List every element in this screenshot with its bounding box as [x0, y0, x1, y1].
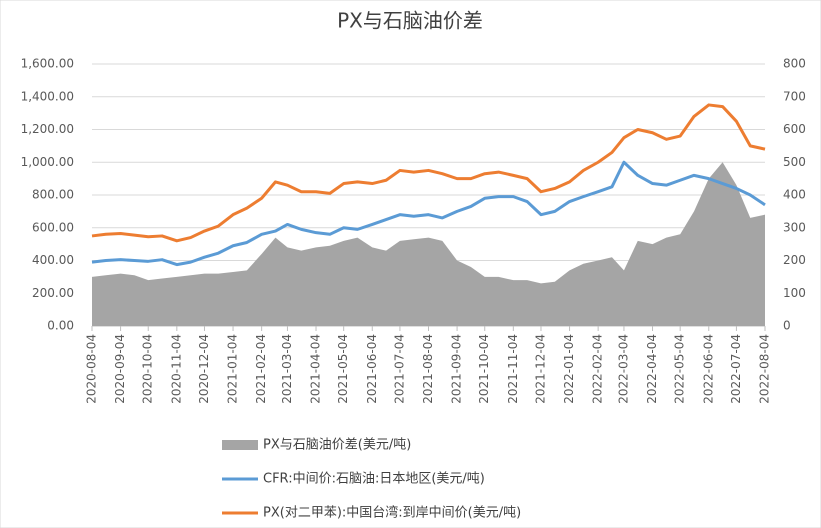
y-tick-label: 800.00 — [32, 188, 74, 202]
x-tick-label: 2022-01-04 — [562, 334, 576, 404]
y2-tick-label: 200 — [783, 253, 806, 267]
x-tick-label: 2021-09-04 — [450, 334, 464, 404]
x-tick-label: 2021-05-04 — [336, 334, 350, 404]
x-tick-label: 2021-11-04 — [506, 334, 520, 404]
x-tick-label: 2021-10-04 — [477, 334, 491, 404]
legend-label: PX与石脑油价差(美元/吨) — [263, 438, 411, 453]
x-tick-label: 2021-12-04 — [533, 334, 547, 404]
x-tick-label: 2022-04-04 — [645, 334, 659, 404]
line — [91, 103, 766, 243]
x-tick-label: 2021-06-04 — [365, 334, 379, 404]
x-tick-label: 2020-08-04 — [85, 334, 99, 404]
y2-tick-label: 0 — [783, 319, 791, 333]
y2-tick-label: 800 — [783, 57, 806, 71]
y2-tick-label: 400 — [783, 188, 806, 202]
x-tick-label: 2022-05-04 — [673, 334, 687, 404]
x-tick-label: 2021-04-04 — [309, 334, 323, 404]
y2-tick-label: 500 — [783, 155, 806, 169]
area — [92, 162, 765, 326]
x-tick-label: 2022-02-04 — [591, 334, 605, 404]
legend-label: PX(对二甲苯):中国台湾:到岸中间价(美元/吨) — [263, 505, 521, 521]
line — [91, 160, 766, 267]
x-tick-label: 2021-02-04 — [254, 334, 268, 404]
x-tick-label: 2022-07-04 — [729, 334, 743, 404]
y-tick-label: 0.00 — [47, 319, 74, 333]
x-tick-label: 2020-09-04 — [113, 334, 127, 404]
x-tick-label: 2021-01-04 — [226, 334, 240, 404]
x-tick-label: 2021-07-04 — [392, 334, 406, 404]
y2-tick-label: 100 — [783, 286, 806, 300]
y-tick-label: 1,000.00 — [21, 155, 74, 169]
x-tick-label: 2022-03-04 — [616, 334, 630, 404]
y2-tick-label: 600 — [783, 122, 806, 136]
x-tick-label: 2021-08-04 — [421, 334, 435, 404]
x-tick-label: 2020-11-04 — [169, 334, 183, 404]
y-tick-label: 1,600.00 — [21, 57, 74, 71]
x-tick-label: 2022-08-04 — [758, 334, 772, 404]
y-tick-label: 200.00 — [32, 286, 74, 300]
legend-label: CFR:中间价:石脑油:日本地区(美元/吨) — [263, 472, 485, 487]
y2-tick-label: 300 — [783, 220, 806, 234]
y-tick-label: 600.00 — [32, 220, 74, 234]
y-tick-label: 400.00 — [32, 253, 74, 267]
x-tick-label: 2022-06-04 — [701, 334, 715, 404]
x-tick-label: 2020-10-04 — [141, 334, 155, 404]
chart-title: PX与石脑油价差 — [337, 9, 483, 33]
x-tick-label: 2021-03-04 — [280, 334, 294, 404]
y2-tick-label: 700 — [783, 89, 806, 103]
x-tick-label: 2020-12-04 — [197, 334, 211, 404]
y-tick-label: 1,200.00 — [21, 122, 74, 136]
legend-swatch — [222, 440, 258, 450]
y-tick-label: 1,400.00 — [21, 89, 74, 103]
